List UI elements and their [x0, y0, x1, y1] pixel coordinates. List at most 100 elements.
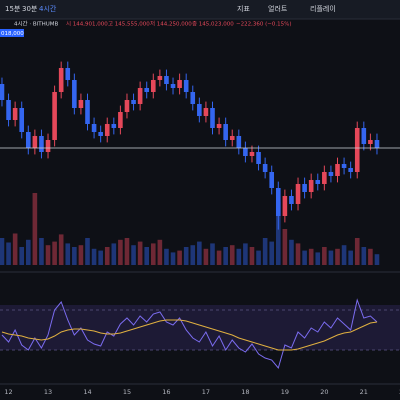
candle-body	[315, 180, 321, 184]
candle-body	[164, 76, 169, 84]
volume-bar	[137, 241, 143, 265]
candle-body	[190, 92, 196, 104]
volume-bar	[322, 247, 327, 265]
x-tick-label: 17	[202, 388, 210, 396]
volume-bar	[302, 250, 307, 265]
toolbar	[0, 0, 400, 19]
volume-bar	[256, 250, 261, 265]
rsi-ma-line	[1, 319, 378, 351]
candle-body	[177, 80, 182, 88]
volume-bar	[118, 239, 123, 265]
volume-bar	[45, 245, 51, 265]
volume-bar	[183, 247, 189, 265]
candle-body	[302, 184, 307, 192]
toolbar-button[interactable]: 얼러트	[268, 4, 288, 13]
candle-body	[39, 136, 44, 152]
candle-body	[289, 196, 294, 204]
volume-bar	[203, 248, 209, 265]
x-tick-label: 14	[83, 388, 91, 396]
volume-bar	[374, 254, 380, 265]
candle-body	[144, 88, 150, 92]
candle-body	[104, 124, 110, 136]
interval-button[interactable]: 4시간	[39, 4, 57, 13]
volume-bar	[19, 247, 25, 265]
candle-body	[282, 196, 288, 216]
volume-bar	[335, 248, 340, 265]
volume-bar	[111, 243, 117, 265]
volume-bar	[164, 248, 169, 265]
candle-body	[72, 80, 77, 108]
volume-bar	[72, 247, 77, 265]
volume-bar	[361, 247, 367, 265]
toolbar-button[interactable]: 리플레이	[310, 4, 336, 13]
volume-bar	[12, 233, 18, 265]
candle-body	[361, 128, 367, 144]
candle-body	[137, 88, 143, 104]
candle-body	[19, 108, 25, 132]
volume-bar	[295, 243, 301, 265]
volume-bar	[65, 243, 71, 265]
candle-body	[223, 124, 228, 140]
volume-bar	[32, 193, 38, 265]
legend-open: 시 144,901,000	[66, 22, 108, 28]
volume-bar	[177, 250, 182, 265]
x-tick-label: 13	[44, 388, 52, 396]
candle-body	[335, 164, 340, 176]
candle-body	[348, 168, 353, 172]
volume-bar	[104, 247, 110, 265]
x-tick-label: 21	[360, 388, 368, 396]
candle-body	[131, 100, 136, 104]
rsi-band	[0, 305, 400, 350]
candle-body	[32, 136, 38, 148]
toolbar-button[interactable]: 지표	[237, 4, 250, 13]
candle-body	[45, 140, 51, 152]
candle-body	[12, 108, 18, 120]
volume-bar	[282, 229, 288, 265]
volume-bar	[150, 243, 156, 265]
candle-body	[236, 136, 242, 148]
candle-body	[170, 84, 176, 88]
candle-body	[65, 68, 71, 80]
volume-bar	[170, 252, 176, 265]
candle-body	[85, 100, 90, 124]
volume-bar	[39, 238, 44, 265]
volume-bar	[223, 247, 228, 265]
candle-body	[210, 108, 215, 128]
candle-body	[308, 180, 314, 192]
price-label-box	[0, 29, 24, 37]
candle-body	[269, 172, 275, 188]
legend-low: 저 144,250,000	[150, 20, 192, 28]
candle-body	[229, 136, 235, 140]
candle-body	[374, 140, 380, 148]
volume-bar	[98, 250, 103, 265]
volume-bar	[308, 248, 314, 265]
volume-bar	[190, 245, 196, 265]
interval-button[interactable]: 30분	[22, 5, 38, 13]
volume-bar	[91, 248, 97, 265]
candle-body	[118, 112, 123, 128]
volume-bar	[144, 247, 150, 265]
candle-body	[368, 140, 373, 144]
volume-bar	[315, 252, 321, 265]
volume-bar	[354, 238, 360, 265]
volume-bar	[157, 239, 163, 265]
interval-button[interactable]: 15분	[5, 5, 21, 13]
volume-bar	[58, 234, 64, 265]
candle-body	[256, 152, 261, 164]
candle-body	[150, 80, 156, 92]
candle-body	[157, 76, 163, 80]
candle-body	[354, 128, 360, 172]
volume-bar	[229, 245, 235, 265]
candle-body	[249, 152, 255, 156]
volume-bar	[210, 243, 215, 265]
candle-body	[216, 124, 222, 128]
legend-change: −222,360 (−0.15%)	[236, 22, 291, 28]
volume-bar	[6, 242, 11, 265]
volume-bar	[262, 238, 268, 265]
volume-bar	[197, 241, 202, 265]
candle-body	[98, 132, 103, 136]
volume-bar	[25, 239, 31, 265]
candle-body	[322, 172, 327, 184]
candle-body	[243, 148, 248, 156]
